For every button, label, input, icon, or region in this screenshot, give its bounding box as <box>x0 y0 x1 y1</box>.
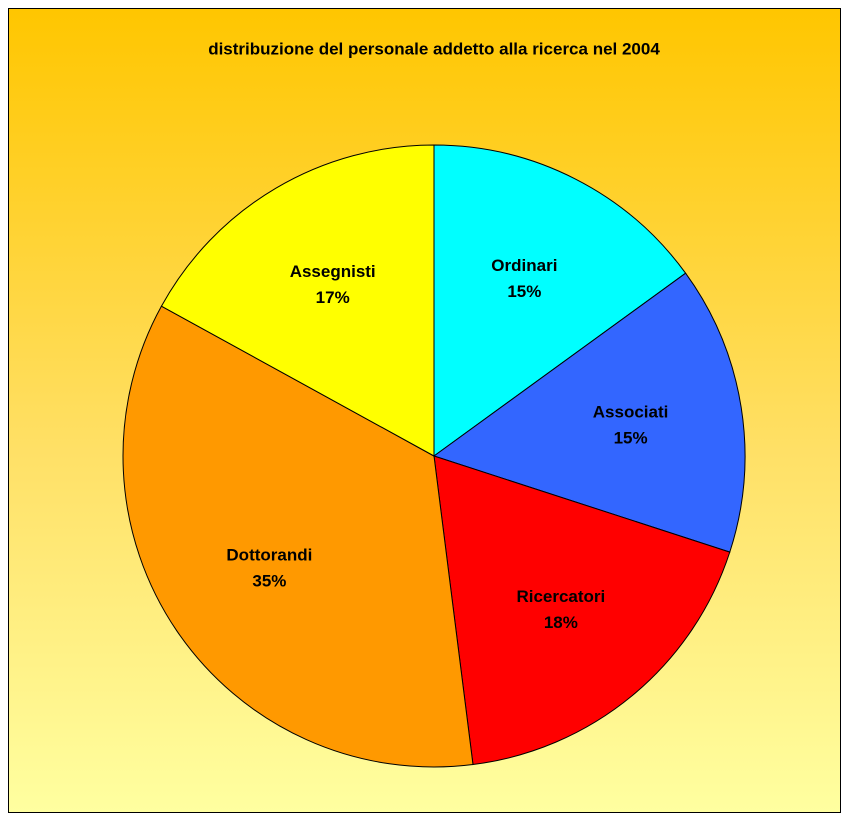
slice-label: Ordinari <box>491 256 557 275</box>
slice-label: Associati <box>593 402 669 421</box>
chart-title: distribuzione del personale addetto alla… <box>208 39 660 58</box>
slice-value-label: 18% <box>544 613 578 632</box>
pie-slice <box>432 272 746 553</box>
slice-value-label: 15% <box>614 428 648 447</box>
pie-slice <box>122 305 474 768</box>
pie-slice <box>160 144 435 457</box>
pie-slice <box>433 455 731 766</box>
slice-label: Assegnisti <box>290 262 376 281</box>
slice-label: Ricercatori <box>516 587 605 606</box>
slice-value-label: 17% <box>316 288 350 307</box>
pie-slice <box>433 144 687 457</box>
slice-label: Dottorandi <box>226 545 312 564</box>
slice-value-label: 35% <box>252 571 286 590</box>
slice-value-label: 15% <box>507 282 541 301</box>
